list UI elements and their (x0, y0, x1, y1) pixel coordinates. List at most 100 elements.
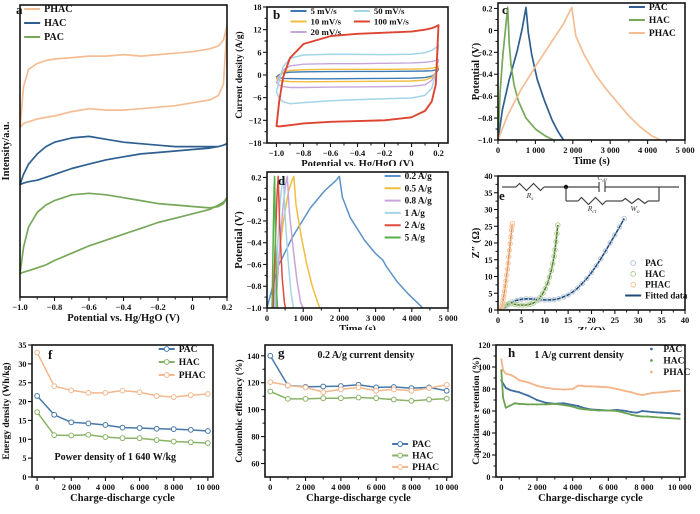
svg-text:20: 20 (484, 239, 492, 248)
svg-text:−0.4: −0.4 (247, 239, 262, 248)
svg-text:0: 0 (496, 145, 500, 155)
svg-text:25: 25 (484, 222, 492, 231)
svg-text:35: 35 (657, 315, 666, 325)
svg-text:−0.4: −0.4 (116, 302, 132, 312)
svg-text:5: 5 (22, 454, 26, 463)
svg-text:12: 12 (253, 26, 261, 35)
svg-text:40: 40 (681, 315, 690, 325)
svg-text:−0.6: −0.6 (323, 148, 338, 158)
svg-text:0: 0 (488, 306, 492, 315)
svg-text:20: 20 (18, 398, 26, 407)
svg-text:40: 40 (482, 429, 490, 438)
svg-text:PHAC: PHAC (649, 29, 676, 39)
svg-text:25: 25 (611, 315, 620, 325)
svg-text:−1.0: −1.0 (247, 304, 262, 313)
svg-text:5 mV/s: 5 mV/s (311, 6, 338, 16)
svg-text:Charge-discharge cycle: Charge-discharge cycle (538, 493, 643, 504)
svg-text:−0.6: −0.6 (81, 302, 96, 312)
svg-text:0.2: 0.2 (222, 302, 233, 312)
svg-text:2 000: 2 000 (330, 313, 349, 323)
svg-text:HAC: HAC (645, 269, 665, 279)
svg-text:120: 120 (478, 341, 490, 350)
svg-text:PHAC: PHAC (179, 371, 206, 381)
svg-text:1 000: 1 000 (294, 313, 313, 323)
svg-text:6 000: 6 000 (367, 482, 386, 492)
svg-text:25: 25 (18, 379, 26, 388)
svg-text:30: 30 (634, 315, 643, 325)
svg-text:PAC: PAC (649, 3, 668, 13)
svg-text:−0.4: −0.4 (350, 148, 366, 158)
svg-text:35: 35 (484, 189, 492, 198)
svg-text:10: 10 (18, 435, 26, 444)
svg-text:0.2: 0.2 (433, 148, 444, 158)
svg-text:3 000: 3 000 (366, 313, 385, 323)
svg-text:Charge-discharge cycle: Charge-discharge cycle (70, 493, 175, 504)
svg-text:Energy density (Wh/kg): Energy density (Wh/kg) (1, 362, 12, 459)
svg-text:0: 0 (409, 148, 413, 158)
svg-text:4 000: 4 000 (331, 482, 350, 492)
panel-f-energy-density: 0 2 000 4 000 6 000 8 000 10 000 0 5 10 15 20 25 30 3… (0, 330, 233, 514)
svg-text:140: 140 (247, 352, 259, 361)
svg-text:18: 18 (253, 3, 261, 12)
svg-text:15: 15 (18, 416, 26, 425)
panel-c-gcd-curves: 0 1 000 2 000 3 000 4 000 5 000 0.2 0 −0.2 −0.4 −0… (470, 0, 700, 166)
svg-text:PHAC: PHAC (663, 368, 690, 378)
svg-text:1 A/g: 1 A/g (405, 208, 426, 218)
svg-text:−18: −18 (249, 139, 262, 148)
panel-h-capacitance-retention: 0 2 000 4 000 6 000 8 000 10 000 0 20 40 60 80 100 1… (470, 330, 700, 514)
panel-d-current-density-gcd: 0 1 000 2 000 3 000 4 000 5 000 0.2 0 −0.2 −0.4 −0… (233, 166, 470, 332)
svg-text:0.5 A/g: 0.5 A/g (405, 183, 432, 193)
svg-text:0: 0 (486, 473, 490, 482)
svg-text:HAC: HAC (44, 18, 66, 29)
svg-text:1 A/g current density: 1 A/g current density (534, 350, 624, 361)
svg-text:35: 35 (18, 341, 26, 350)
svg-text:−1.0: −1.0 (269, 148, 284, 158)
svg-text:PHAC: PHAC (412, 463, 439, 473)
svg-text:c: c (502, 2, 508, 17)
svg-text:−0.8: −0.8 (296, 148, 311, 158)
svg-text:HAC: HAC (412, 452, 433, 462)
svg-text:−0.8: −0.8 (247, 282, 262, 291)
svg-text:120: 120 (247, 379, 259, 388)
svg-text:0: 0 (22, 473, 26, 482)
svg-text:10 mV/s: 10 mV/s (311, 17, 342, 27)
svg-text:PAC: PAC (44, 32, 64, 43)
svg-text:10 000: 10 000 (196, 482, 219, 492)
svg-text:6 000: 6 000 (130, 482, 149, 492)
svg-text:PAC: PAC (645, 258, 663, 268)
svg-text:10: 10 (541, 315, 550, 325)
svg-text:0.2 A/g: 0.2 A/g (405, 171, 432, 181)
svg-text:20: 20 (482, 451, 490, 460)
svg-text:−6: −6 (253, 94, 262, 103)
svg-text:0: 0 (35, 482, 39, 492)
svg-text:−0.6: −0.6 (478, 92, 493, 101)
svg-text:50 mV/s: 50 mV/s (374, 6, 405, 16)
svg-text:Z″ (Ω): Z″ (Ω) (471, 227, 482, 258)
svg-text:10 000: 10 000 (668, 482, 691, 492)
svg-text:−1.0: −1.0 (478, 136, 493, 145)
svg-text:HAC: HAC (649, 16, 670, 26)
svg-text:60: 60 (251, 460, 259, 469)
svg-text:100: 100 (247, 406, 259, 415)
svg-text:0: 0 (268, 482, 272, 492)
svg-text:−12: −12 (249, 116, 262, 125)
svg-text:g: g (278, 345, 285, 360)
svg-text:8 000: 8 000 (634, 482, 653, 492)
svg-text:0.2: 0.2 (251, 173, 261, 182)
svg-text:15: 15 (564, 315, 573, 325)
svg-text:Power density of 1 640 W/kg: Power density of 1 640 W/kg (54, 452, 176, 463)
svg-text:0.2 A/g current density: 0.2 A/g current density (317, 350, 414, 361)
svg-text:Charge-discharge cycle: Charge-discharge cycle (306, 493, 411, 504)
svg-text:d: d (278, 173, 286, 188)
svg-text:−0.4: −0.4 (478, 70, 493, 79)
svg-text:40: 40 (484, 172, 492, 181)
svg-text:−1.0: −1.0 (12, 302, 27, 312)
svg-text:10: 10 (484, 273, 492, 282)
svg-text:30: 30 (18, 360, 26, 369)
svg-text:Intensity/a.u.: Intensity/a.u. (1, 121, 12, 180)
svg-text:Potential vs. Hg/HgO (V): Potential vs. Hg/HgO (V) (301, 159, 414, 166)
svg-text:3 000: 3 000 (601, 145, 620, 155)
svg-text:Potential (V): Potential (V) (234, 211, 245, 269)
svg-text:5: 5 (488, 289, 492, 298)
svg-text:Cdl: Cdl (597, 173, 607, 184)
